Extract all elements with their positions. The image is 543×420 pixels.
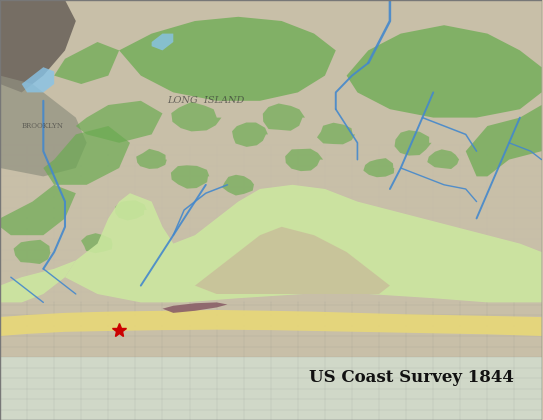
- Polygon shape: [171, 103, 218, 131]
- Polygon shape: [54, 42, 119, 84]
- Polygon shape: [222, 174, 254, 194]
- Polygon shape: [346, 25, 541, 118]
- Polygon shape: [260, 103, 306, 131]
- Polygon shape: [114, 200, 146, 220]
- Text: BROOKLYN: BROOKLYN: [22, 122, 64, 130]
- Polygon shape: [0, 76, 87, 176]
- Polygon shape: [392, 132, 431, 155]
- Polygon shape: [172, 163, 210, 189]
- Polygon shape: [151, 34, 173, 50]
- Polygon shape: [0, 302, 541, 420]
- Polygon shape: [76, 101, 162, 143]
- Polygon shape: [195, 227, 390, 294]
- Text: LONG  ISLAND: LONG ISLAND: [167, 96, 244, 105]
- Polygon shape: [22, 67, 54, 92]
- Polygon shape: [0, 260, 76, 302]
- Polygon shape: [0, 185, 76, 235]
- Polygon shape: [162, 302, 228, 313]
- Polygon shape: [119, 17, 336, 101]
- Polygon shape: [136, 149, 166, 170]
- Polygon shape: [230, 122, 269, 147]
- Polygon shape: [0, 0, 541, 357]
- Polygon shape: [317, 124, 354, 145]
- Polygon shape: [430, 150, 461, 170]
- Polygon shape: [466, 105, 541, 176]
- Polygon shape: [0, 310, 541, 336]
- Polygon shape: [285, 146, 324, 171]
- Polygon shape: [0, 0, 76, 92]
- Text: US Coast Survey 1844: US Coast Survey 1844: [309, 370, 514, 386]
- Polygon shape: [83, 234, 114, 254]
- Polygon shape: [65, 185, 541, 302]
- Polygon shape: [43, 126, 130, 185]
- Polygon shape: [12, 240, 53, 263]
- Polygon shape: [363, 158, 395, 177]
